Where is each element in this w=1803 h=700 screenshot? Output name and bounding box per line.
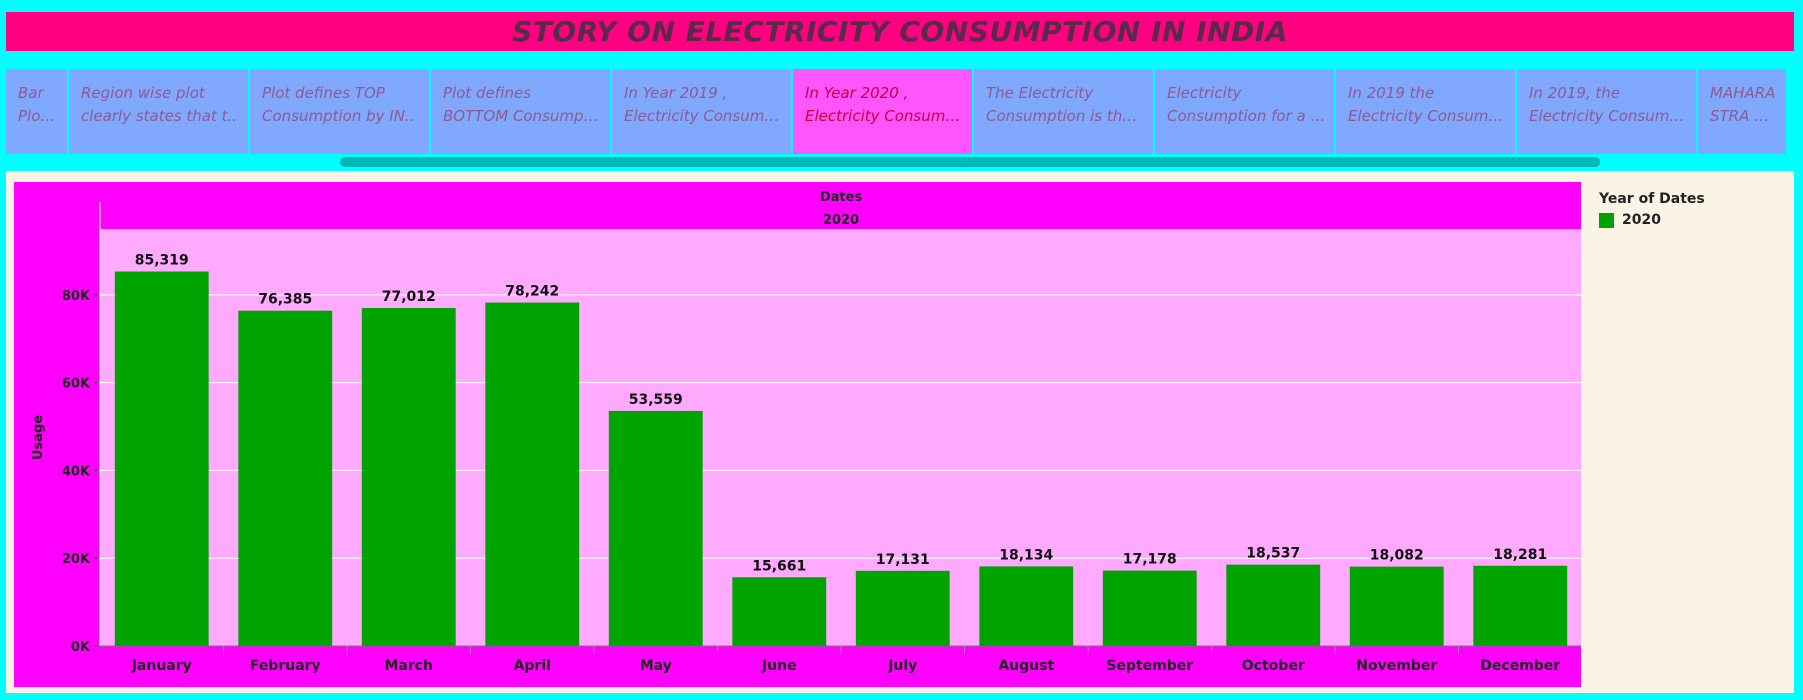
data-label: 85,319: [135, 252, 189, 268]
bar-december: [1473, 565, 1568, 646]
story-point-caption-line1: Electricity: [1167, 84, 1242, 102]
bar-june: [732, 577, 827, 646]
data-label: 77,012: [382, 289, 436, 305]
header-title: Dates: [820, 190, 863, 205]
story-point-caption-line1: MAHARA: [1710, 84, 1776, 102]
story-point-caption-line2: Electricity Consump..: [624, 107, 783, 125]
y-tick-label: 0K: [71, 640, 91, 655]
bar-september: [1102, 570, 1197, 646]
story-title-bar: STORY ON ELECTRICITY CONSUMPTION IN INDI…: [6, 12, 1794, 51]
y-tick-label: 80K: [62, 289, 91, 304]
story-point-caption-line1: Plot defines TOP: [262, 84, 385, 102]
story-point-caption-line1: In Year 2020 ,: [805, 84, 909, 102]
story-point-strip: Bar Plot f.. Region wise plot clearly state…: [6, 69, 1788, 154]
x-tick-label: June: [761, 658, 797, 674]
legend-swatch: [1599, 212, 1614, 228]
story-point-caption-line2: Electricity Consump..: [1529, 107, 1688, 125]
data-label: 15,661: [752, 558, 806, 574]
bar-november: [1349, 566, 1444, 646]
story-point-caption-line2: Plot f..: [18, 107, 59, 125]
y-axis-label: Usage: [31, 415, 46, 460]
story-point-7[interactable]: The Electricity Consumption is the ..: [974, 69, 1155, 154]
legend-title: Year of Dates: [1599, 191, 1705, 207]
story-navigator: Bar Plot f.. Region wise plot clearly state…: [6, 69, 1794, 154]
story-point-8[interactable]: Electricity Consumption for a p..: [1155, 69, 1336, 154]
dashboard-area: Dates 2020 0K 20K 40K 60K 80K Usage 85,319 Januar…: [6, 171, 1794, 693]
story-point-caption-line2: Electricity Consump..: [1348, 107, 1507, 125]
story-title: STORY ON ELECTRICITY CONSUMPTION IN INDI…: [512, 15, 1288, 48]
x-tick-label: January: [131, 658, 192, 674]
bar-july: [855, 570, 950, 646]
story-point-caption-line1: In 2019 the: [1348, 84, 1435, 102]
data-label: 76,385: [258, 292, 312, 308]
x-tick-label: September: [1106, 658, 1193, 674]
story-point-caption-line2: STRA ha..: [1710, 107, 1778, 125]
bar-may: [608, 410, 703, 646]
story-point-caption-line2: clearly states that t..: [81, 107, 238, 125]
x-tick-label: May: [640, 658, 672, 674]
bar-february: [238, 310, 333, 646]
x-tick-label: November: [1356, 658, 1437, 674]
story-point-6[interactable]: In Year 2020 , Electricity Consump..: [793, 69, 974, 154]
x-tick-label: July: [887, 658, 917, 674]
y-tick-label: 40K: [62, 464, 91, 479]
bar-october: [1226, 564, 1321, 646]
story-point-10[interactable]: In 2019, the Electricity Consump..: [1517, 69, 1698, 154]
story-point-caption-line2: Consumption is the ..: [986, 107, 1145, 125]
story-scrollbar[interactable]: [340, 157, 1600, 167]
y-tick-label: 20K: [62, 552, 91, 567]
story-point-caption-line1: Region wise plot: [81, 84, 205, 102]
legend-entry-label: 2020: [1622, 212, 1661, 228]
data-label: 18,134: [999, 547, 1053, 563]
story-point-9[interactable]: In 2019 the Electricity Consump..: [1336, 69, 1517, 154]
usage-bar-chart: Dates 2020 0K 20K 40K 60K 80K Usage 85,319 Januar…: [14, 182, 1581, 687]
story-point-2[interactable]: Region wise plot clearly states that t..: [69, 69, 250, 154]
bar-march: [361, 307, 456, 646]
data-label: 18,082: [1370, 548, 1424, 564]
x-tick-label: April: [514, 658, 551, 674]
x-tick-label: February: [250, 658, 321, 674]
bar-august: [979, 566, 1074, 646]
header-subtitle: 2020: [823, 213, 859, 228]
x-tick-label: March: [384, 658, 433, 674]
data-label: 18,537: [1246, 546, 1300, 562]
data-label: 17,131: [876, 552, 930, 568]
data-label: 53,559: [629, 392, 683, 408]
story-point-caption-line1: In Year 2019 ,: [624, 84, 728, 102]
story-point-5[interactable]: In Year 2019 , Electricity Consump..: [612, 69, 793, 154]
story-point-1[interactable]: Bar Plot f..: [6, 69, 69, 154]
story-point-caption-line2: Consumption by IN..: [262, 107, 415, 125]
story-point-3[interactable]: Plot defines TOP Consumption by IN..: [250, 69, 431, 154]
y-tick-label: 60K: [62, 377, 91, 392]
bar-april: [485, 302, 580, 646]
story-point-caption-line2: Electricity Consump..: [805, 107, 964, 125]
story-point-caption-line1: Plot defines: [443, 84, 532, 102]
story-point-caption-line1: Bar: [18, 84, 44, 102]
x-tick-label: August: [998, 658, 1054, 674]
data-label: 17,178: [1123, 552, 1177, 568]
data-label: 78,242: [505, 284, 559, 300]
plot-area: [100, 229, 1581, 646]
legend-entry[interactable]: 2020: [1599, 212, 1705, 228]
data-label: 18,281: [1493, 547, 1547, 563]
x-tick-label: October: [1242, 658, 1305, 674]
bar-january: [114, 271, 209, 646]
legend: Year of Dates 2020: [1599, 191, 1705, 228]
story-point-4[interactable]: Plot defines BOTTOM Consumpti..: [431, 69, 612, 154]
story-point-caption-line2: Consumption for a p..: [1167, 107, 1326, 125]
story-point-caption-line1: In 2019, the: [1529, 84, 1621, 102]
story-point-11[interactable]: MAHARA STRA ha..: [1698, 69, 1788, 154]
story-point-caption-line2: BOTTOM Consumpti..: [443, 107, 602, 125]
story-point-caption-line1: The Electricity: [986, 84, 1094, 102]
x-tick-label: December: [1480, 658, 1560, 674]
